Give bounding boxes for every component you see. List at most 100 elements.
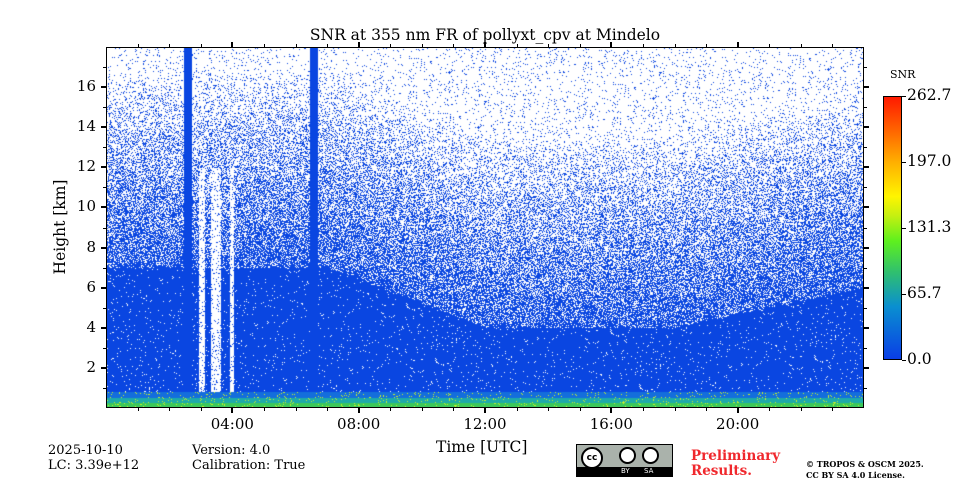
x-minor-tick-top [674, 44, 676, 47]
y-minor-tick-right [864, 307, 867, 309]
x-minor-tick [516, 408, 518, 411]
x-minor-tick [453, 408, 455, 411]
y-minor-tick [103, 267, 106, 269]
x-tick-label: 04:00 [210, 415, 254, 433]
x-minor-tick [169, 408, 171, 411]
x-tick [610, 408, 613, 413]
x-minor-tick [390, 408, 392, 411]
x-minor-tick-top [706, 44, 708, 47]
x-minor-tick [706, 408, 708, 411]
x-minor-tick-top [579, 44, 581, 47]
x-tick-top [484, 42, 486, 47]
y-tick-right [864, 206, 869, 209]
y-minor-tick-right [864, 387, 867, 389]
x-tick-label: 16:00 [589, 415, 633, 433]
x-tick-label: 12:00 [463, 415, 507, 433]
y-tick-label: 16 [76, 77, 96, 96]
by-person-icon [619, 447, 636, 464]
y-minor-tick [103, 67, 106, 69]
y-minor-tick-right [864, 107, 867, 109]
y-minor-tick [103, 347, 106, 349]
y-minor-tick-right [864, 267, 867, 269]
x-minor-tick-top [769, 44, 771, 47]
y-minor-tick [103, 227, 106, 229]
y-minor-tick [103, 307, 106, 309]
license-text: CC BY SA 4.0 License. [806, 470, 905, 480]
x-minor-tick-top [169, 44, 171, 47]
x-minor-tick [579, 408, 581, 411]
x-minor-tick [674, 408, 676, 411]
x-minor-tick-top [642, 44, 644, 47]
y-tick-label: 8 [86, 237, 96, 256]
y-tick [101, 326, 106, 329]
x-minor-tick [832, 408, 834, 411]
x-axis-label: Time [UTC] [436, 438, 528, 456]
colorbar-label: SNR [890, 68, 916, 81]
x-minor-tick-top [832, 44, 834, 47]
plot-area [106, 47, 864, 408]
y-tick [101, 166, 106, 169]
x-tick-label: 20:00 [716, 415, 760, 433]
y-tick [101, 286, 106, 289]
snr-heatmap [107, 48, 863, 407]
x-tick-top [610, 42, 613, 47]
y-tick-label: 2 [86, 357, 96, 376]
chart-title: SNR at 355 nm FR of pollyxt_cpv at Minde… [309, 26, 661, 44]
sa-text: SA [644, 467, 654, 475]
y-minor-tick-right [864, 67, 867, 69]
y-tick-label: 4 [86, 317, 96, 336]
x-tick [231, 408, 234, 413]
preliminary-text: Preliminary [691, 448, 781, 464]
version-text: Version: 4.0 [192, 443, 271, 458]
y-tick-right [864, 286, 869, 289]
y-axis-label: Height [km] [51, 179, 69, 275]
x-minor-tick [642, 408, 644, 411]
colorbar-tick [902, 96, 906, 97]
y-tick-label: 12 [76, 157, 96, 176]
by-text: BY [621, 467, 630, 475]
y-tick-right [864, 326, 869, 329]
x-minor-tick [327, 408, 329, 411]
copyright-text: © TROPOS & OSCM 2025. [806, 459, 924, 469]
x-minor-tick [295, 408, 297, 411]
y-tick [101, 86, 106, 89]
colorbar-tick [902, 293, 906, 295]
x-minor-tick-top [548, 44, 550, 47]
y-tick [101, 206, 106, 209]
x-minor-tick-top [263, 44, 265, 47]
colorbar-tick [902, 162, 906, 164]
y-tick-right [864, 86, 869, 89]
x-tick [357, 408, 360, 413]
cc-license-badge: cc BY SA [576, 444, 673, 477]
y-minor-tick [103, 187, 106, 189]
x-minor-tick-top [390, 44, 392, 47]
date-text: 2025-10-10 [48, 443, 123, 458]
y-minor-tick [103, 107, 106, 109]
lc-text: LC: 3.39e+12 [48, 458, 140, 473]
x-minor-tick [421, 408, 423, 411]
x-minor-tick [548, 408, 550, 411]
y-tick [101, 126, 106, 129]
y-tick-label: 6 [86, 277, 96, 296]
x-tick [736, 408, 739, 413]
results-text: Results. [691, 463, 752, 479]
y-minor-tick-right [864, 347, 867, 349]
x-tick-label: 08:00 [337, 415, 381, 433]
x-tick-top [736, 42, 739, 47]
x-minor-tick-top [516, 44, 518, 47]
y-tick-right [864, 366, 869, 369]
colorbar-tick-label: 262.7 [907, 86, 952, 104]
y-tick-right [864, 246, 869, 249]
preliminary-notice: Preliminary Results. [691, 449, 780, 479]
colorbar-tick [902, 228, 906, 230]
x-minor-tick [137, 408, 139, 411]
x-minor-tick-top [295, 44, 297, 47]
y-minor-tick-right [864, 187, 867, 189]
y-tick-right [864, 166, 869, 169]
y-tick-right [864, 126, 869, 129]
calibration-text: Calibration: True [192, 458, 306, 473]
colorbar-tick-label: 131.3 [907, 218, 952, 237]
y-minor-tick [103, 147, 106, 149]
x-minor-tick [200, 408, 202, 411]
x-tick [484, 408, 486, 413]
